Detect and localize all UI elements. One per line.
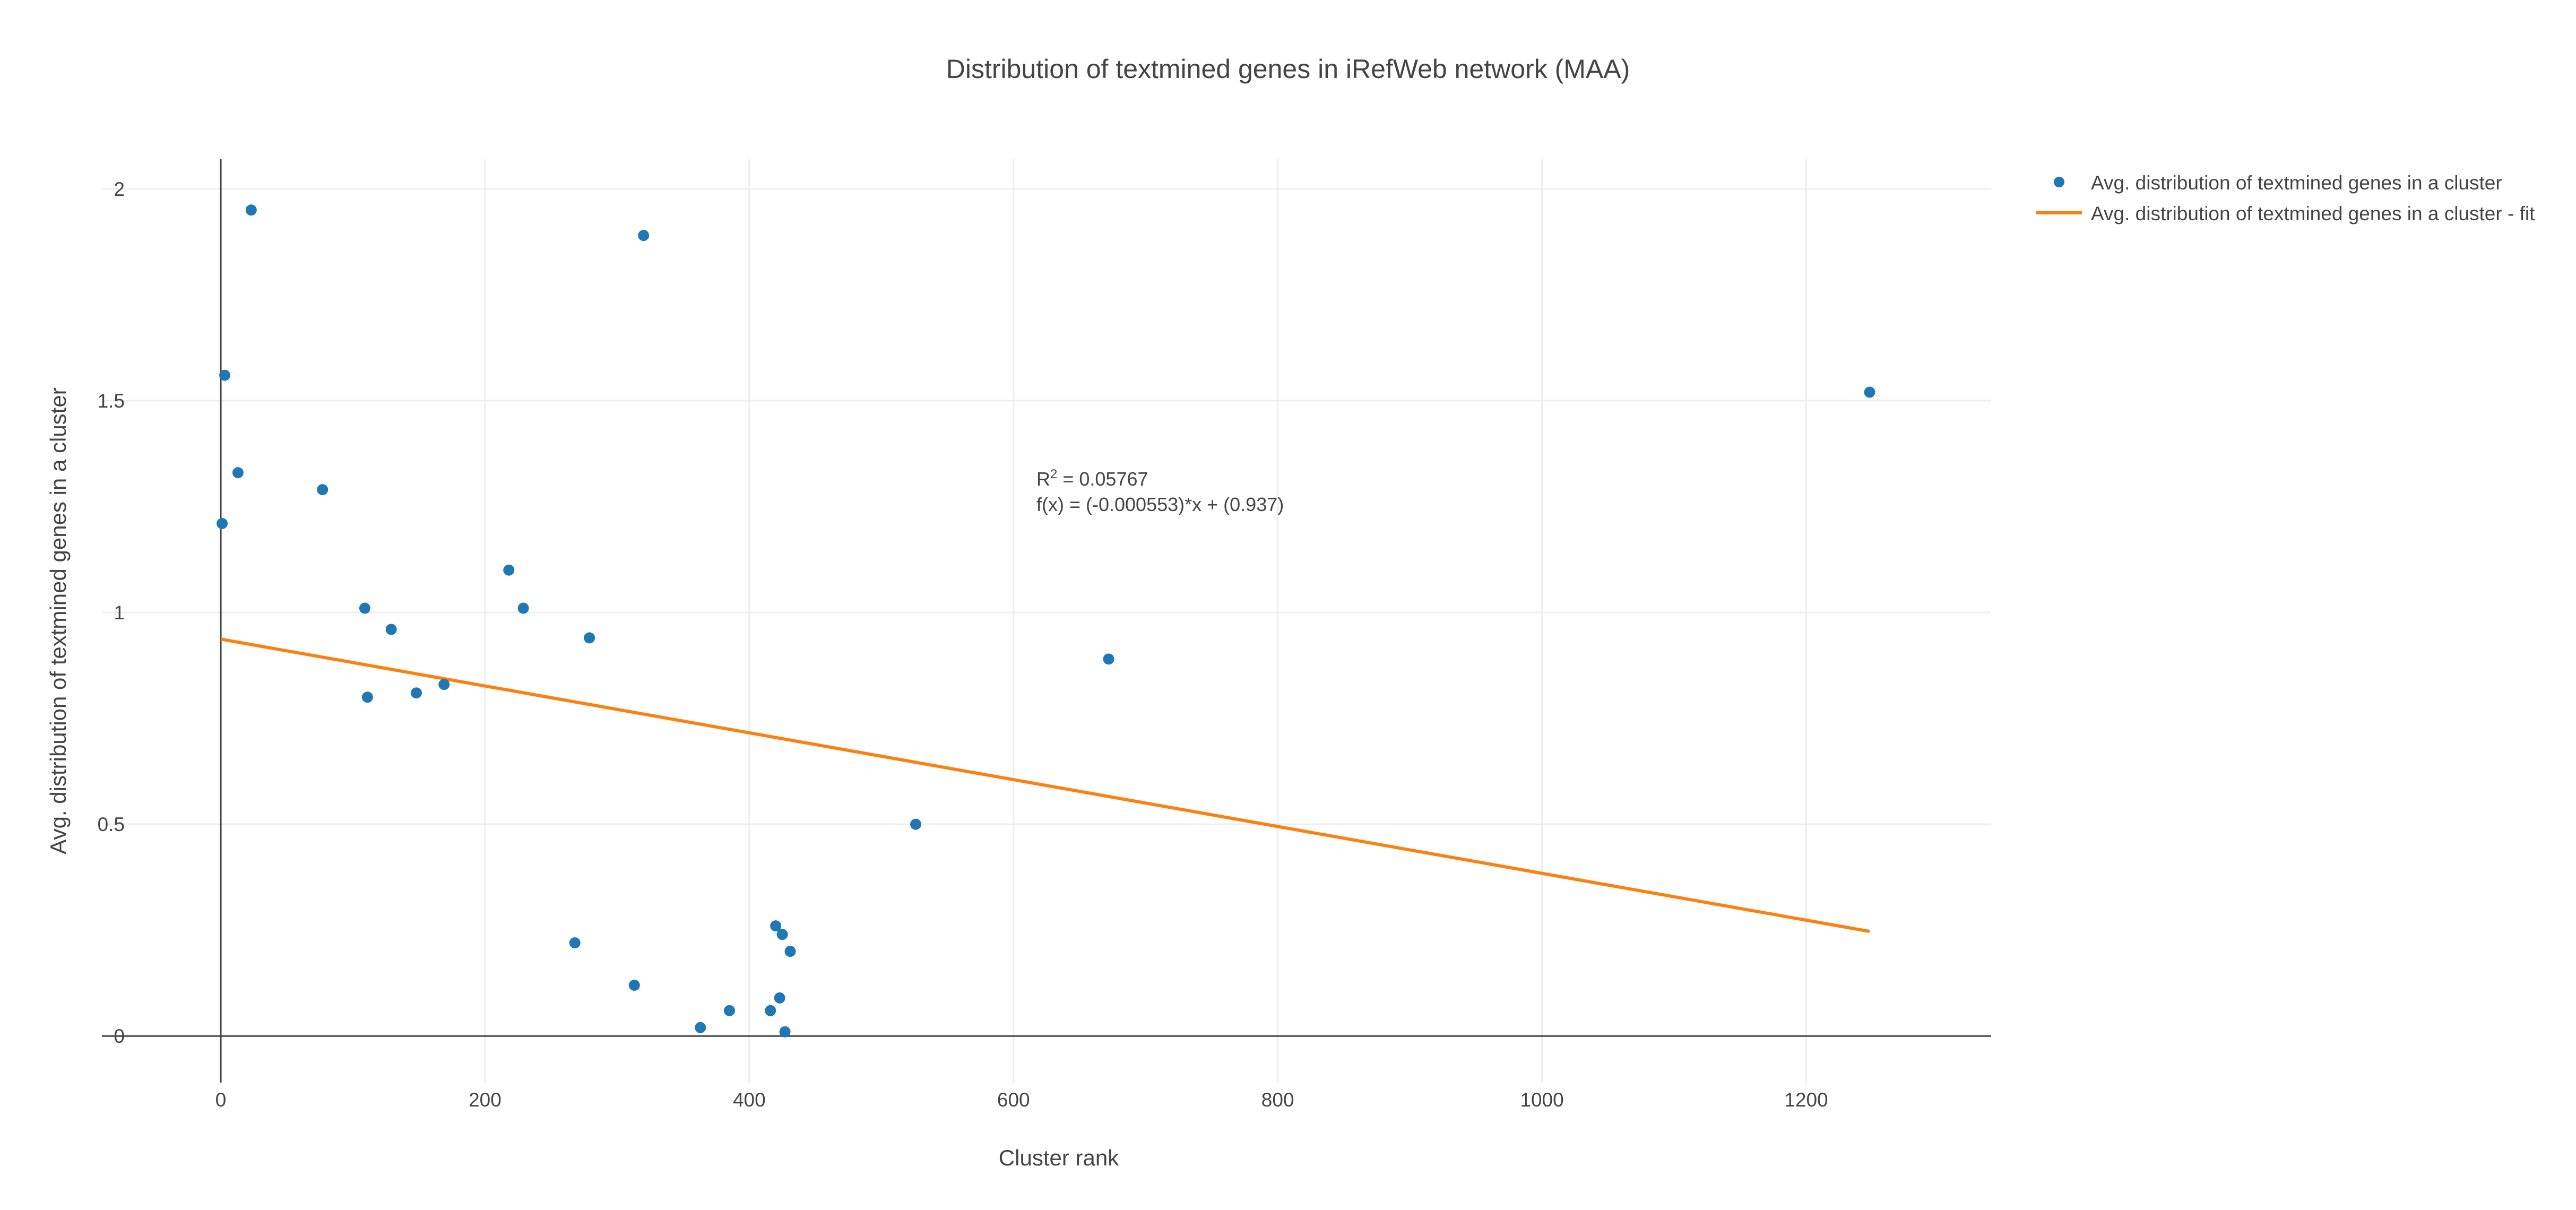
data-point[interactable] <box>776 929 788 940</box>
tick-labels: 0 200 400 600 800 1000 1200 0 0.5 1 1.5 2 <box>98 178 1828 1111</box>
data-point[interactable] <box>361 692 373 703</box>
fit-line <box>220 637 1870 934</box>
data-point[interactable] <box>219 369 231 381</box>
y-tick-label: 1.5 <box>98 390 125 412</box>
x-tick-label: 1200 <box>1784 1089 1828 1111</box>
data-point[interactable] <box>517 602 529 614</box>
fit-equation-text: f(x) = (-0.000553)*x + (0.937) <box>1036 494 1284 515</box>
data-point[interactable] <box>628 979 640 991</box>
data-point[interactable] <box>765 1005 776 1016</box>
legend-item-fit[interactable]: Avg. distribution of textmined genes in … <box>2036 203 2535 224</box>
data-point[interactable] <box>724 1005 736 1016</box>
r-squared-text: R2 = 0.05767 <box>1036 467 1148 490</box>
data-point[interactable] <box>411 687 422 699</box>
data-point[interactable] <box>1103 653 1114 665</box>
data-point[interactable] <box>770 920 782 932</box>
legend-label-fit: Avg. distribution of textmined genes in … <box>2091 203 2535 224</box>
axes <box>102 159 1991 1083</box>
x-tick-label: 1000 <box>1520 1089 1563 1111</box>
x-tick-label: 200 <box>469 1089 502 1111</box>
data-point[interactable] <box>245 204 257 216</box>
data-point[interactable] <box>359 602 370 614</box>
x-tick-label: 400 <box>733 1089 766 1111</box>
chart-title: Distribution of textmined genes in iRefW… <box>946 54 1630 84</box>
y-tick-label: 0.5 <box>98 814 125 835</box>
data-point[interactable] <box>695 1022 706 1033</box>
fit-annotation: R2 = 0.05767 f(x) = (-0.000553)*x + (0.9… <box>1036 467 1284 515</box>
legend-marker-symbol <box>2054 177 2064 187</box>
x-tick-label: 800 <box>1261 1089 1294 1111</box>
data-point[interactable] <box>317 484 329 496</box>
data-point[interactable] <box>774 992 785 1004</box>
y-tick-label: 2 <box>114 178 125 200</box>
x-tick-label: 0 <box>215 1089 227 1111</box>
data-point[interactable] <box>779 1026 791 1038</box>
data-point[interactable] <box>910 818 922 830</box>
y-tick-label: 1 <box>114 602 125 624</box>
grid <box>102 159 1991 1083</box>
data-point[interactable] <box>784 946 796 957</box>
legend[interactable]: Avg. distribution of textmined genes in … <box>2036 172 2535 224</box>
y-tick-label: 0 <box>114 1025 125 1047</box>
data-point[interactable] <box>232 467 244 479</box>
data-point[interactable] <box>584 632 595 644</box>
data-point[interactable] <box>638 230 650 241</box>
fit-line-layer <box>220 637 1870 934</box>
legend-item-markers[interactable]: Avg. distribution of textmined genes in … <box>2054 172 2502 194</box>
data-point[interactable] <box>1864 386 1875 398</box>
data-point[interactable] <box>569 937 581 949</box>
x-axis-title: Cluster rank <box>999 1145 1119 1170</box>
data-point[interactable] <box>217 517 228 529</box>
y-axis-title: Avg. distribution of textmined genes in … <box>46 387 71 854</box>
legend-label-markers: Avg. distribution of textmined genes in … <box>2091 172 2502 194</box>
x-tick-label: 600 <box>997 1089 1030 1111</box>
data-point[interactable] <box>385 624 397 635</box>
data-point[interactable] <box>503 564 515 576</box>
data-point[interactable] <box>438 679 450 690</box>
scatter-points <box>217 204 1875 1038</box>
